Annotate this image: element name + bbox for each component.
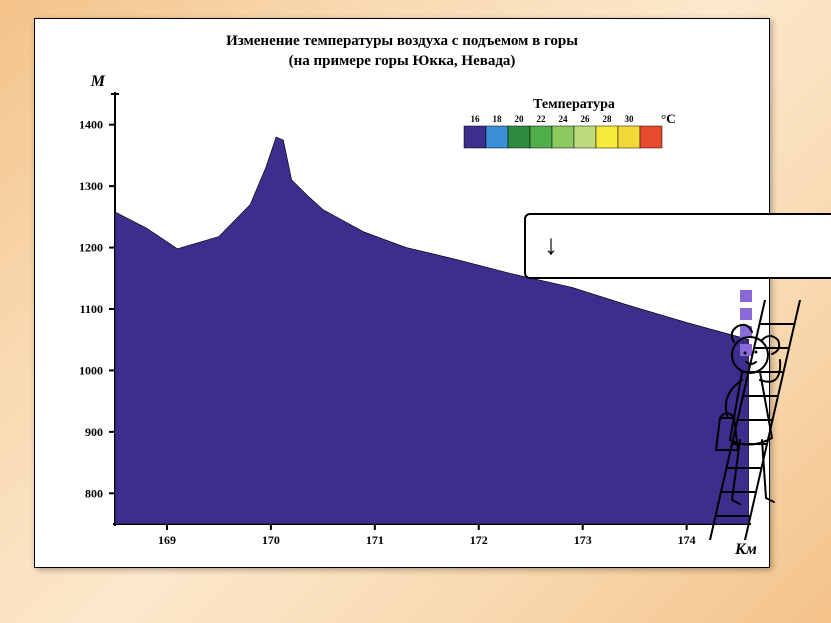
legend-tick: 30 [625, 114, 635, 124]
legend-swatch [508, 126, 530, 148]
y-tick-label: 900 [85, 425, 103, 439]
legend-swatch [552, 126, 574, 148]
legend-tick: 20 [515, 114, 525, 124]
legend-swatch [640, 126, 662, 148]
legend-swatch [574, 126, 596, 148]
legend-tick: 18 [493, 114, 503, 124]
y-tick-label: 800 [85, 486, 103, 500]
legend-swatch [486, 126, 508, 148]
arrow-down-icon: ↓ [544, 232, 558, 260]
girl-on-ladder-illustration [680, 300, 810, 540]
legend-unit: °С [661, 111, 676, 126]
legend-tick: 28 [603, 114, 613, 124]
y-tick-label: 1100 [80, 302, 103, 316]
legend-swatch [618, 126, 640, 148]
y-tick-label: 1300 [79, 179, 103, 193]
legend-swatch [464, 126, 486, 148]
y-tick-label: 1200 [79, 241, 103, 255]
legend: Температура 16 18 20 22 24 26 28 30 °С [464, 97, 676, 148]
legend-swatch [596, 126, 618, 148]
chart-panel: Изменение температуры воздуха с подъемом… [34, 18, 770, 568]
plot-layers [115, 137, 749, 524]
chart-title-line2: (на примере горы Юкка, Невада) [289, 53, 516, 69]
annotation-box: ↓ [524, 213, 831, 279]
chart-svg: Изменение температуры воздуха с подъемом… [35, 19, 769, 567]
legend-title: Температура [533, 97, 615, 112]
x-tick-label: 172 [470, 533, 488, 547]
legend-tick: 16 [471, 114, 481, 124]
chart-title-line1: Изменение температуры воздуха с подъемом… [226, 33, 578, 49]
x-tick-label: 171 [366, 533, 384, 547]
x-tick-label: 169 [158, 533, 176, 547]
y-axis-label: М [90, 73, 106, 90]
legend-tick: 22 [537, 114, 547, 124]
y-tick-label: 1400 [79, 118, 103, 132]
legend-tick: 24 [559, 114, 569, 124]
x-tick-label: 173 [574, 533, 592, 547]
layer-ridge [115, 137, 749, 524]
y-tick-label: 1000 [79, 363, 103, 377]
x-axis-label: Км [734, 541, 757, 558]
legend-tick: 26 [581, 114, 591, 124]
x-tick-label: 170 [262, 533, 280, 547]
legend-swatch [530, 126, 552, 148]
